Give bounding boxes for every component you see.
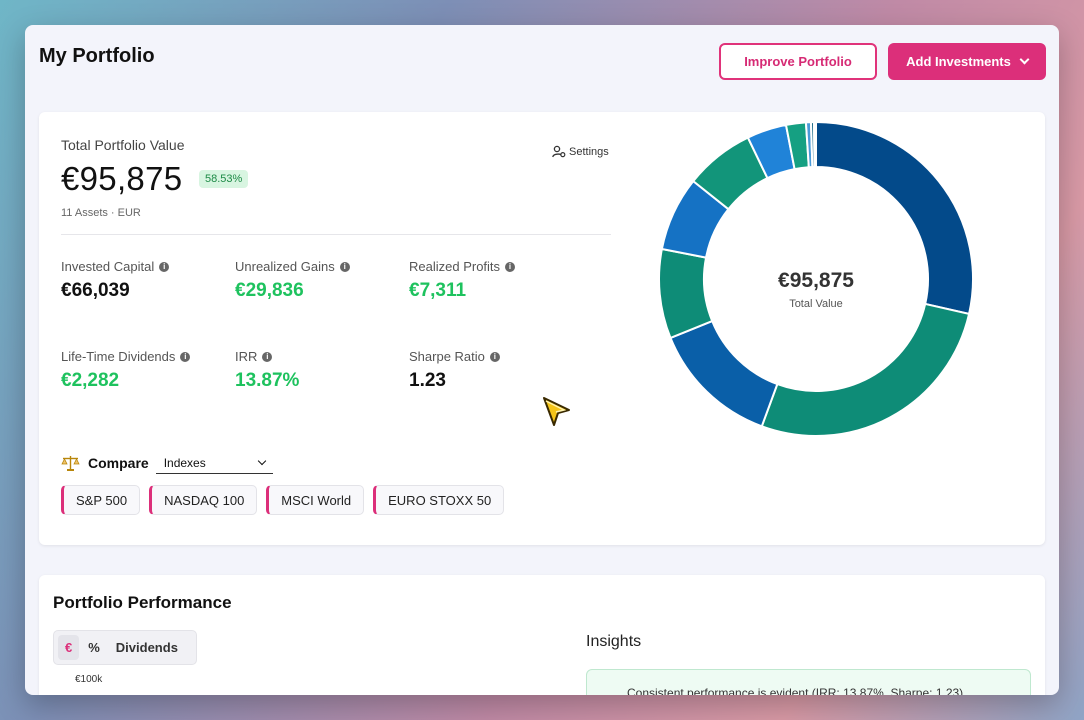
metric-sharpe-ratio: Sharpe Ratio i 1.23 bbox=[409, 349, 500, 392]
total-value: €95,875 bbox=[61, 160, 183, 197]
metric-value: €66,039 bbox=[61, 280, 130, 301]
compare-selected: Indexes bbox=[163, 455, 206, 470]
metric-label: IRR bbox=[235, 349, 258, 364]
segment-dividends[interactable]: Dividends bbox=[115, 640, 178, 655]
metric-value: €2,282 bbox=[61, 370, 120, 391]
metric-value: €7,311 bbox=[409, 280, 467, 301]
info-icon[interactable]: i bbox=[159, 261, 170, 272]
info-icon[interactable]: i bbox=[505, 261, 516, 272]
info-icon[interactable]: i bbox=[489, 351, 500, 362]
insights-title: Insights bbox=[586, 633, 642, 650]
donut-center-value: €95,875 bbox=[778, 269, 854, 292]
insight-card: Consistent performance is evident (IRR: … bbox=[586, 669, 1031, 695]
metric-lifetime-dividends: Life-Time Dividends i €2,282 bbox=[61, 349, 191, 392]
performance-card: Portfolio Performance € % Dividends €100… bbox=[39, 575, 1045, 695]
metric-irr: IRR i 13.87% bbox=[235, 349, 299, 392]
chevron-down-icon bbox=[257, 456, 266, 465]
info-icon[interactable]: i bbox=[339, 261, 350, 272]
chip-euro-stoxx-50[interactable]: EURO STOXX 50 bbox=[373, 485, 505, 515]
return-badge: 58.53% bbox=[199, 170, 249, 188]
donut-segment-2[interactable] bbox=[760, 302, 971, 437]
improve-portfolio-button[interactable]: Improve Portfolio bbox=[719, 43, 877, 80]
metric-value: 1.23 bbox=[409, 370, 446, 391]
metric-value: €29,836 bbox=[235, 280, 304, 301]
performance-title: Portfolio Performance bbox=[53, 593, 232, 612]
app-window: My Portfolio Improve Portfolio Add Inves… bbox=[25, 25, 1059, 695]
metric-realized-profits: Realized Profits i €7,311 bbox=[409, 259, 516, 302]
add-investments-button[interactable]: Add Investments bbox=[888, 43, 1046, 80]
chip-msci-world[interactable]: MSCI World bbox=[266, 485, 365, 515]
metric-label: Sharpe Ratio bbox=[409, 349, 485, 364]
info-icon[interactable]: i bbox=[180, 351, 191, 362]
info-icon[interactable]: i bbox=[262, 351, 273, 362]
y-axis-top-label: €100k bbox=[75, 674, 103, 685]
metric-label: Realized Profits bbox=[409, 259, 501, 274]
total-value-label: Total Portfolio Value bbox=[61, 137, 185, 153]
donut-center-label: Total Value bbox=[789, 298, 843, 310]
compare-row: Compare Indexes bbox=[61, 452, 273, 474]
performance-view-toggle: € % Dividends bbox=[53, 630, 197, 665]
divider bbox=[61, 234, 611, 235]
index-chips: S&P 500 NASDAQ 100 MSCI World EURO STOXX… bbox=[61, 485, 505, 515]
metric-unrealized-gains: Unrealized Gains i €29,836 bbox=[235, 259, 350, 302]
assets-subtitle: 11 Assets · EUR bbox=[61, 207, 141, 219]
segment-percent[interactable]: % bbox=[88, 640, 100, 655]
chip-nasdaq100[interactable]: NASDAQ 100 bbox=[149, 485, 258, 515]
segment-euro[interactable]: € bbox=[58, 635, 80, 660]
settings-link[interactable]: Settings bbox=[552, 145, 609, 158]
chip-sp500[interactable]: S&P 500 bbox=[61, 485, 141, 515]
compare-select[interactable]: Indexes bbox=[155, 452, 273, 474]
portfolio-summary-card: Total Portfolio Value €95,875 58.53% 11 … bbox=[39, 112, 1045, 545]
insight-text: Consistent performance is evident (IRR: … bbox=[627, 686, 964, 695]
donut-segment-11[interactable] bbox=[812, 122, 817, 169]
page-title: My Portfolio bbox=[39, 45, 155, 67]
metric-value: 13.87% bbox=[235, 370, 300, 391]
compare-label: Compare bbox=[88, 455, 149, 471]
chevron-down-icon bbox=[1019, 54, 1030, 65]
metric-invested-capital: Invested Capital i €66,039 bbox=[61, 259, 170, 302]
donut-segment-4[interactable] bbox=[658, 247, 714, 340]
metric-label: Life-Time Dividends bbox=[61, 349, 176, 364]
donut-segment-3[interactable] bbox=[669, 319, 779, 428]
metric-label: Invested Capital bbox=[61, 259, 155, 274]
scales-icon bbox=[61, 455, 80, 471]
user-settings-icon bbox=[552, 145, 566, 158]
allocation-donut-chart[interactable] bbox=[651, 122, 981, 452]
settings-label: Settings bbox=[569, 145, 609, 158]
mouse-cursor-icon bbox=[543, 397, 570, 426]
metric-label: Unrealized Gains bbox=[235, 259, 335, 274]
add-investments-label: Add Investments bbox=[906, 54, 1011, 69]
